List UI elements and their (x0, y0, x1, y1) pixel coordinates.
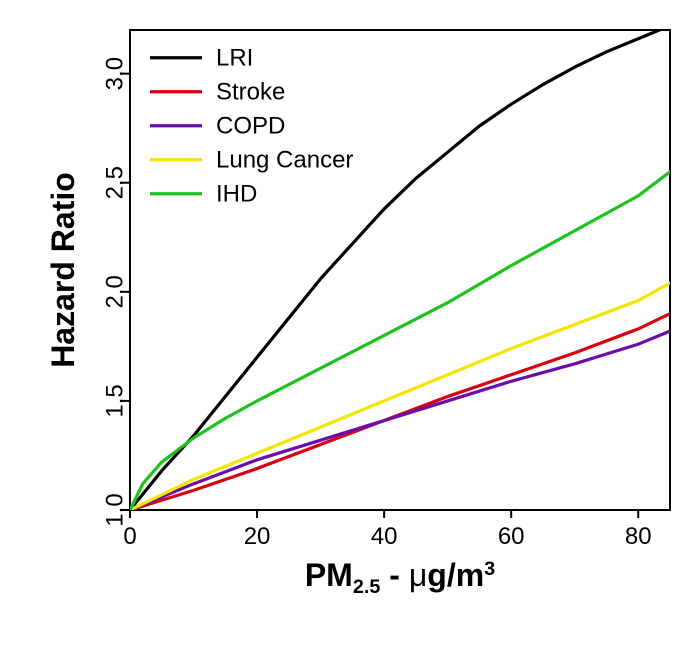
x-axis-label: PM2.5 - μg/m3 (305, 557, 495, 598)
hazard-ratio-chart: 0204060801.01.52.02.53.0PM2.5 - μg/m3Haz… (0, 0, 697, 650)
x-tick-label: 60 (498, 523, 525, 550)
y-tick-label: 2.0 (101, 275, 128, 308)
legend-label: LRI (216, 44, 253, 71)
y-tick-label: 2.5 (101, 166, 128, 199)
x-tick-label: 20 (244, 523, 271, 550)
legend-label: Lung Cancer (216, 146, 353, 173)
chart-svg: 0204060801.01.52.02.53.0PM2.5 - μg/m3Haz… (0, 0, 697, 650)
chart-background (0, 0, 697, 650)
y-tick-label: 1.5 (101, 384, 128, 417)
y-tick-label: 1.0 (101, 493, 128, 526)
legend-label: Stroke (216, 78, 285, 105)
x-tick-label: 80 (625, 523, 652, 550)
y-axis-label: Hazard Ratio (45, 172, 81, 368)
legend-label: IHD (216, 180, 257, 207)
x-tick-label: 40 (371, 523, 398, 550)
legend-label: COPD (216, 112, 285, 139)
y-tick-label: 3.0 (101, 57, 128, 90)
